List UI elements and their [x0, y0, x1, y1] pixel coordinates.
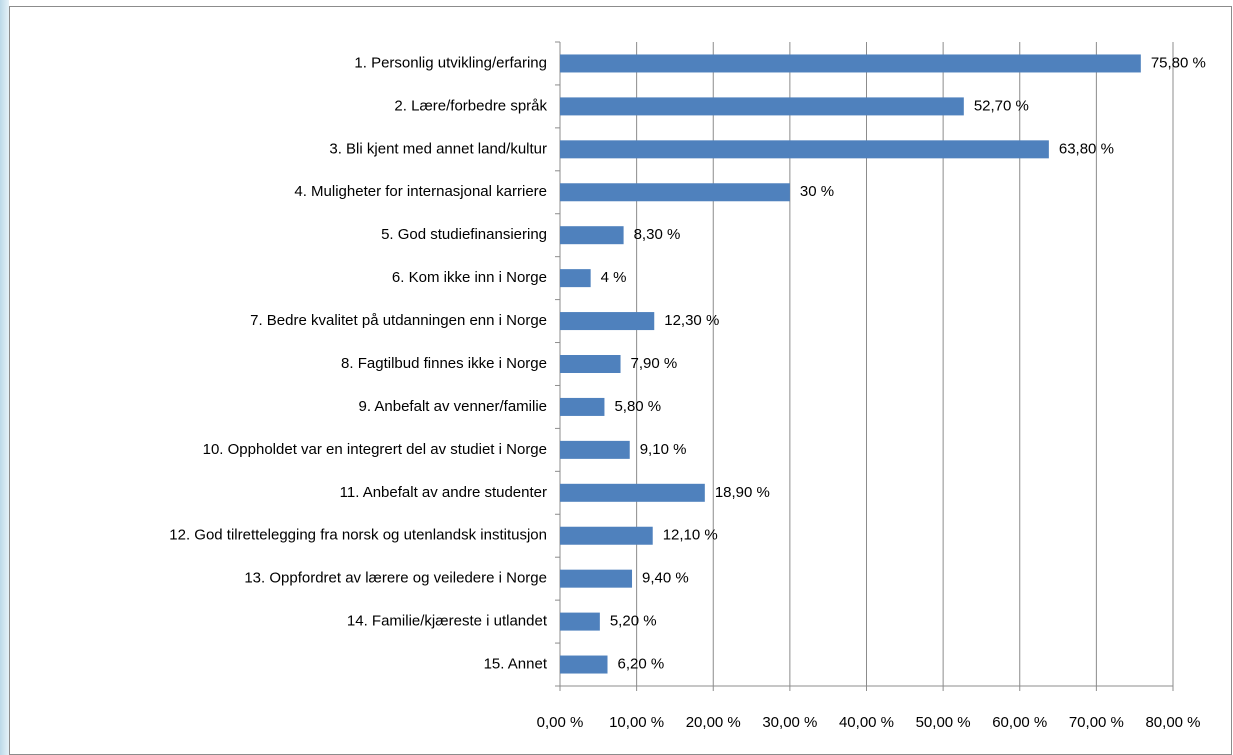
y-tick-label: 4. Muligheter for internasjonal karriere [294, 183, 547, 200]
bar [560, 183, 790, 202]
value-label: 7,90 % [631, 355, 678, 372]
x-tick-label: 70,00 % [1069, 714, 1124, 731]
y-tick-label: 15. Annet [484, 656, 548, 673]
chart-frame [9, 6, 1232, 755]
value-label: 9,40 % [642, 570, 689, 587]
y-tick-label: 9. Anbefalt av venner/familie [359, 398, 547, 415]
value-label: 30 % [800, 183, 834, 200]
value-label: 4 % [601, 269, 627, 286]
value-label: 12,30 % [664, 312, 719, 329]
x-tick-label: 20,00 % [686, 714, 741, 731]
x-tick-label: 0,00 % [537, 714, 584, 731]
bar [560, 526, 653, 545]
value-label: 63,80 % [1059, 140, 1114, 157]
y-tick-label: 11. Anbefalt av andre studenter [340, 484, 547, 501]
bar [560, 569, 633, 588]
bar [560, 140, 1049, 159]
y-tick-label: 7. Bedre kvalitet på utdanningen enn i N… [250, 312, 547, 329]
value-label: 8,30 % [634, 226, 681, 243]
x-tick-label: 50,00 % [916, 714, 971, 731]
y-tick-label: 3. Bli kjent med annet land/kultur [329, 140, 547, 157]
y-tick-label: 10. Oppholdet var en integrert del av st… [203, 441, 547, 458]
bar [560, 483, 705, 502]
y-tick-label: 13. Oppfordret av lærere og veiledere i … [244, 570, 547, 587]
bar [560, 97, 964, 116]
x-tick-label: 10,00 % [609, 714, 664, 731]
y-tick-label: 6. Kom ikke inn i Norge [392, 269, 547, 286]
value-label: 5,80 % [614, 398, 661, 415]
bar [560, 397, 605, 416]
value-label: 5,20 % [610, 613, 657, 630]
value-label: 6,20 % [618, 656, 665, 673]
x-tick-label: 80,00 % [1145, 714, 1200, 731]
y-tick-label: 8. Fagtilbud finnes ikke i Norge [341, 355, 547, 372]
side-strip [0, 0, 9, 755]
bar [560, 440, 630, 459]
bar [560, 655, 608, 674]
value-label: 18,90 % [715, 484, 770, 501]
bar [560, 226, 624, 245]
y-tick-label: 14. Familie/kjæreste i utlandet [347, 613, 548, 630]
bar [560, 54, 1141, 73]
y-tick-label: 5. God studiefinansiering [381, 226, 547, 243]
y-tick-label: 1. Personlig utvikling/erfaring [354, 54, 547, 71]
y-tick-label: 12. God tilrettelegging fra norsk og ute… [169, 527, 547, 544]
value-label: 75,80 % [1151, 54, 1206, 71]
value-label: 52,70 % [974, 97, 1029, 114]
value-label: 12,10 % [663, 527, 718, 544]
x-tick-label: 60,00 % [992, 714, 1047, 731]
y-tick-label: 2. Lære/forbedre språk [394, 97, 547, 114]
bar [560, 612, 600, 631]
x-tick-label: 30,00 % [762, 714, 817, 731]
bar [560, 355, 621, 373]
bar [560, 269, 591, 288]
x-tick-label: 40,00 % [839, 714, 894, 731]
bar [560, 312, 655, 331]
value-label: 9,10 % [640, 441, 687, 458]
